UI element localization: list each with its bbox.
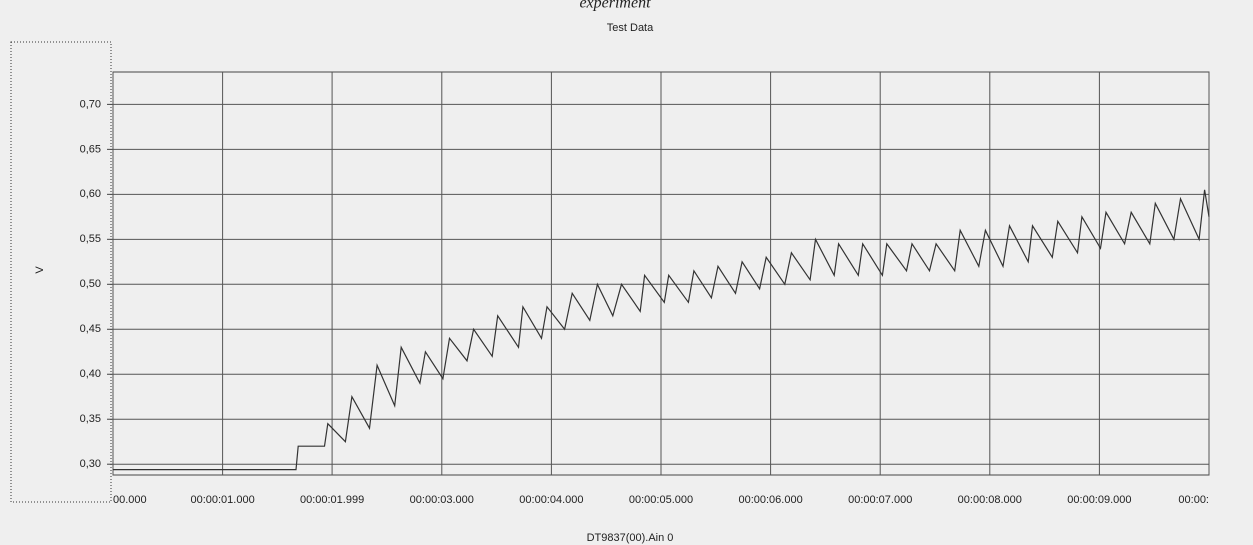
y-tick-label: 0,65 xyxy=(80,143,101,155)
x-tick-label: 00:00:06.000 xyxy=(738,494,802,506)
caption: experiment xyxy=(579,0,651,12)
x-tick-label: 00:00:07.000 xyxy=(848,494,912,506)
y-tick-label: 0,60 xyxy=(80,188,101,200)
x-tick-label: 00:00:09.000 xyxy=(1067,494,1131,506)
y-tick-label: 0,55 xyxy=(80,233,101,245)
x-tick-label: 00:00:03.000 xyxy=(410,494,474,506)
y-tick-label: 0,70 xyxy=(80,98,101,110)
x-tick-label: 00:00:08.000 xyxy=(958,494,1022,506)
x-tick-label: 00:00:04.000 xyxy=(519,494,583,506)
chart-title: Test Data xyxy=(607,22,654,34)
y-tick-label: 0,30 xyxy=(80,458,101,470)
y-tick-label: 0,45 xyxy=(80,323,101,335)
x-tick-label: 00:00: xyxy=(1178,494,1209,506)
data-line xyxy=(113,189,1210,471)
y-tick-label: 0,35 xyxy=(80,413,101,425)
y-tick-label: 0,40 xyxy=(80,368,101,380)
x-tick-label: 00:00:05.000 xyxy=(629,494,693,506)
x-tick-label: 00:00:01.000 xyxy=(190,494,254,506)
x-axis-label: DT9837(00).Ain 0 xyxy=(587,532,674,544)
x-tick-label: 00.000 xyxy=(113,494,147,506)
legend-box xyxy=(10,41,112,503)
y-axis-label: V xyxy=(34,266,46,274)
y-tick-label: 0,50 xyxy=(80,278,101,290)
x-tick-label: 00:00:01.999 xyxy=(300,494,364,506)
